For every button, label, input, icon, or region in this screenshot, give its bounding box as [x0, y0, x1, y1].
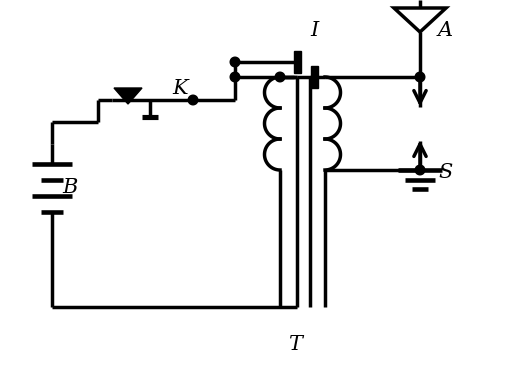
Text: T: T: [288, 335, 302, 353]
Polygon shape: [114, 88, 142, 104]
Circle shape: [415, 165, 425, 175]
Circle shape: [230, 57, 240, 67]
Circle shape: [188, 95, 198, 105]
Circle shape: [415, 72, 425, 82]
Circle shape: [230, 72, 240, 82]
Text: K: K: [172, 79, 188, 99]
Bar: [311, 66, 318, 88]
Text: S: S: [438, 162, 452, 181]
Text: B: B: [62, 178, 78, 196]
Bar: [294, 51, 301, 73]
Text: I: I: [310, 21, 318, 39]
Text: A: A: [438, 21, 453, 39]
Circle shape: [275, 72, 285, 82]
